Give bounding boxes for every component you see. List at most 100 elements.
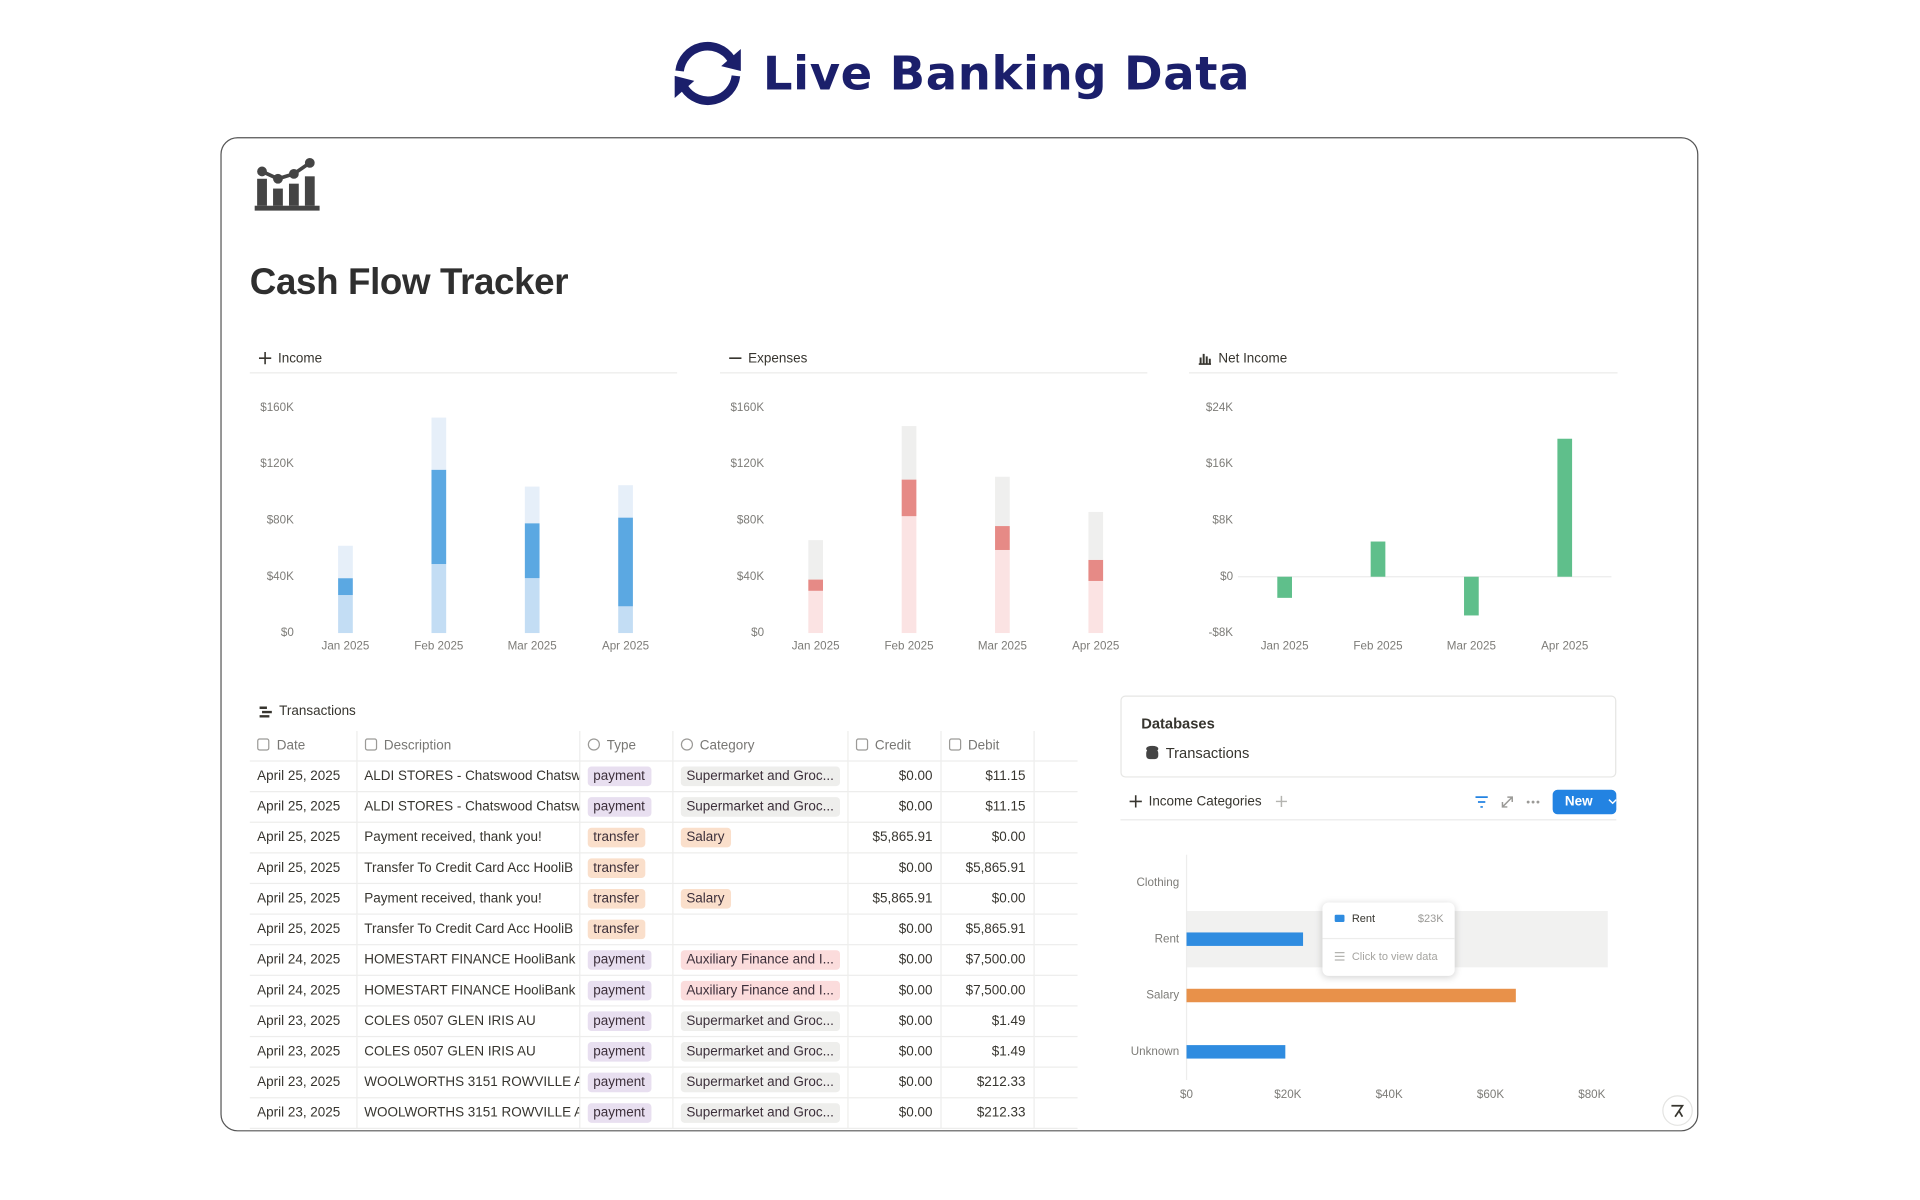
expand-icon[interactable] <box>1501 796 1513 808</box>
bar <box>431 469 447 565</box>
y-tick-label: $160K <box>730 401 764 414</box>
help-button[interactable] <box>1662 1095 1694 1127</box>
cell-text: $0.00 <box>991 891 1026 907</box>
table-cell: payment <box>579 944 673 976</box>
column-header: Debit <box>940 731 1035 762</box>
table-row[interactable]: April 25, 2025 ALDI STORES - Chatswood Ch… <box>249 791 1078 823</box>
tooltip-hint[interactable]: Click to view data <box>1351 950 1438 963</box>
cell-text: $0.00 <box>898 768 933 784</box>
row-spacer <box>1033 1097 1078 1129</box>
icon-dot <box>257 166 267 177</box>
net-income-chart: -$8K $0 $8K $16K $24K Jan 2025 Feb 2025 Mar 202… <box>1206 401 1612 653</box>
column-header: Description <box>356 731 580 762</box>
table-cell: $5,865.91 <box>940 914 1035 946</box>
table-row[interactable]: April 23, 2025 WOOLWORTHS 3151 ROWVILLE A… <box>249 1097 1078 1129</box>
table-cell <box>672 914 848 946</box>
filter-icon[interactable] <box>1475 796 1488 808</box>
row-spacer <box>1033 1067 1078 1099</box>
icon-line <box>261 161 311 181</box>
table-icon <box>259 705 272 717</box>
bar <box>808 579 824 591</box>
table-cell: Auxiliary Finance and I... <box>672 975 848 1007</box>
table-cell: Salary <box>672 822 848 854</box>
bar <box>618 485 633 518</box>
y-tick-label: Clothing <box>1137 876 1180 889</box>
table-row[interactable]: April 24, 2025 HOMESTART FINANCE HooliBan… <box>249 944 1078 976</box>
bar <box>431 564 447 634</box>
x-tick-label: Apr 2025 <box>602 640 649 653</box>
toolbar-icons <box>1475 796 1540 808</box>
table-cell: April 23, 2025 <box>249 1097 357 1129</box>
sync-arrow <box>674 75 695 98</box>
more-dot[interactable] <box>1526 800 1530 804</box>
cell-text: April 23, 2025 <box>257 1013 341 1029</box>
row-spacer <box>1033 1036 1078 1068</box>
table-row[interactable]: April 25, 2025 Transfer To Credit Card Ac… <box>249 914 1078 946</box>
bar <box>995 476 1010 527</box>
more-dot[interactable] <box>1536 800 1540 804</box>
table-cell: $1.49 <box>940 1036 1035 1068</box>
cell-text: $0.00 <box>898 1075 933 1090</box>
tag: payment <box>587 797 652 817</box>
table-cell: payment <box>579 1036 673 1068</box>
tag: Supermarket and Groc... <box>680 1011 840 1032</box>
tag: Supermarket and Groc... <box>680 1072 840 1093</box>
row-spacer <box>1033 944 1078 976</box>
row-spacer <box>1033 914 1078 946</box>
table-cell: $0.00 <box>847 944 942 976</box>
plus-shape <box>1276 795 1288 807</box>
table-row[interactable]: April 25, 2025 ALDI STORES - Chatswood Ch… <box>249 761 1078 793</box>
bar <box>1088 559 1104 581</box>
database-name[interactable]: Transactions <box>1165 744 1250 762</box>
table-icon-shape <box>259 705 272 717</box>
database-link[interactable]: Transactions <box>1146 744 1250 762</box>
page-icon <box>254 157 320 211</box>
tooltip-name: Rent <box>1351 912 1376 925</box>
page-title: Cash Flow Tracker <box>249 262 569 303</box>
table-header-row: Date Description Type Category Credit Debit <box>249 731 1078 762</box>
bar <box>995 526 1010 550</box>
table-cell: COLES 0507 GLEN IRIS AU <box>356 1005 580 1038</box>
table-cell: $0.00 <box>847 1097 942 1129</box>
y-tick-label: $160K <box>260 401 294 414</box>
view-tab[interactable]: Income Categories <box>1148 794 1262 810</box>
cell-text: $0.00 <box>898 952 933 968</box>
table-row[interactable]: April 25, 2025 Payment received, thank yo… <box>249 883 1078 915</box>
add-view[interactable] <box>1275 795 1288 808</box>
cell-text: Payment received, thank you! <box>364 891 542 907</box>
bar <box>524 523 540 579</box>
chart-header: Income <box>249 344 678 374</box>
help-circle[interactable] <box>1662 1095 1693 1126</box>
new-button-label[interactable]: New <box>1564 794 1593 810</box>
x-tick-label: Jan 2025 <box>792 640 840 653</box>
table-row[interactable]: April 25, 2025 Transfer To Credit Card Ac… <box>249 852 1078 885</box>
cell-text: April 23, 2025 <box>257 1044 341 1060</box>
bar <box>1277 576 1292 598</box>
table-row[interactable]: April 23, 2025 WOOLWORTHS 3151 ROWVILLE A… <box>249 1067 1078 1099</box>
table-cell: April 25, 2025 <box>249 822 357 854</box>
bar <box>808 540 824 580</box>
icon-base <box>254 205 320 211</box>
table-cell: Transfer To Credit Card Acc HooliB <box>356 852 580 885</box>
bar <box>901 479 917 517</box>
bar <box>1186 932 1304 946</box>
icon-dot <box>273 173 283 184</box>
header-title: Live Banking Data <box>762 46 1251 101</box>
new-button[interactable]: New <box>1552 789 1617 815</box>
table-row[interactable]: April 24, 2025 HOMESTART FINANCE HooliBan… <box>249 975 1078 1007</box>
more-dot[interactable] <box>1531 800 1535 804</box>
table-cell <box>672 852 848 885</box>
tooltip: Rent $23K Click to view data <box>1322 902 1455 976</box>
cell-text: Transfer To Credit Card Acc HooliB <box>364 922 574 937</box>
chevron[interactable] <box>1607 798 1617 805</box>
column-header: Category <box>672 731 848 762</box>
cell-text: $0.00 <box>898 799 933 815</box>
db-body <box>1146 749 1159 760</box>
cell-text: $0.00 <box>898 983 933 998</box>
tag: payment <box>587 980 652 1001</box>
plus-shape <box>258 352 272 365</box>
table-row[interactable]: April 23, 2025 COLES 0507 GLEN IRIS AU pay… <box>249 1005 1078 1038</box>
table-row[interactable]: April 23, 2025 COLES 0507 GLEN IRIS AU pay… <box>249 1036 1078 1068</box>
table-row[interactable]: April 25, 2025 Payment received, thank yo… <box>249 822 1078 854</box>
table-cell: Payment received, thank you! <box>356 822 580 854</box>
